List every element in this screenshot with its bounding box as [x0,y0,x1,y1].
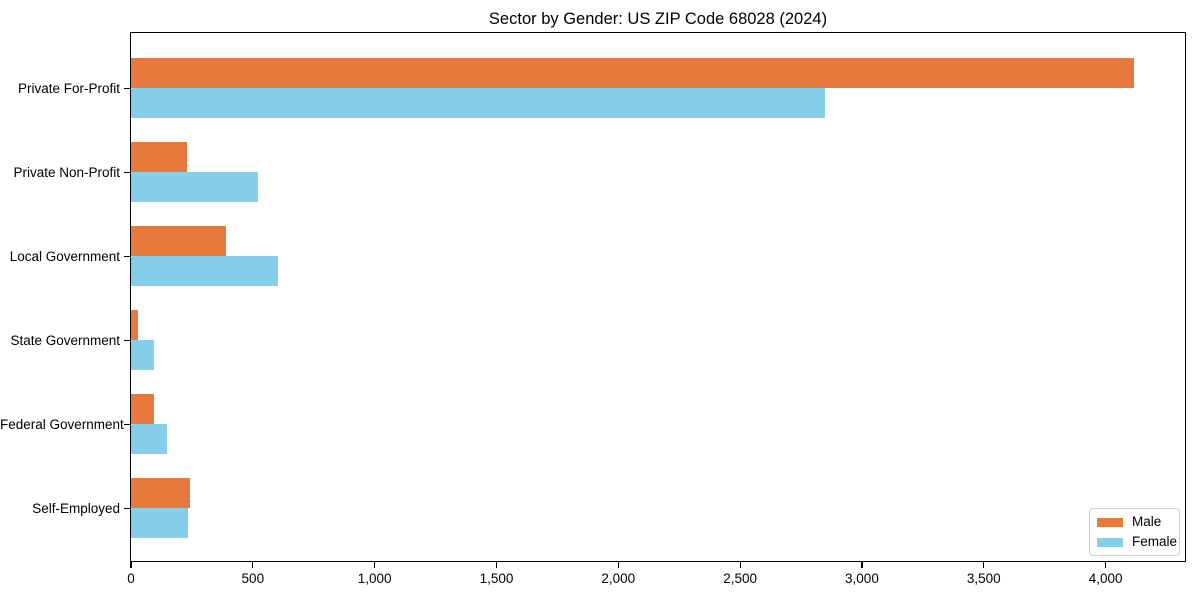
y-tick-label: Private Non-Profit [13,164,120,180]
y-axis-tick [124,172,130,174]
bar-male [130,142,187,173]
y-axis-tick [124,508,130,510]
x-tick-label: 500 [241,571,265,586]
x-tick-label: 1,500 [479,571,514,586]
x-tick-label: 3,000 [845,571,879,586]
y-tick-label: Local Government [9,248,120,264]
x-axis-tick [374,562,376,568]
x-axis-tick [739,562,741,568]
plot-area [130,32,1186,562]
y-axis-tick [124,88,130,90]
bar-female [130,88,825,119]
legend-label: Male [1132,514,1162,529]
y-axis-tick [124,340,130,342]
legend-entry-female: Female [1097,535,1177,549]
chart-title: Sector by Gender: US ZIP Code 68028 (202… [488,10,828,28]
x-tick-label: 2,500 [723,571,758,586]
x-axis-tick [1104,562,1107,568]
legend-entry-male: Male [1097,515,1171,529]
legend-label: Female [1132,534,1178,549]
y-axis-tick [124,424,130,426]
x-axis-tick [130,562,132,568]
bar-male [130,478,191,509]
legend-swatch-male [1097,517,1123,527]
y-tick-label: Self-Employed [32,500,120,516]
x-axis-tick [495,562,498,568]
x-axis-tick [252,562,254,568]
bar-male [130,226,226,257]
x-axis-tick [861,562,863,568]
bar-female [130,172,259,203]
bar-female [130,256,278,287]
x-tick-label: 4,000 [1088,571,1123,586]
y-tick-label: Federal Government [0,416,124,432]
x-tick-label: 0 [127,571,135,586]
bar-female [130,508,188,539]
x-tick-label: 2,000 [601,571,636,586]
legend: Male Female [1089,508,1180,556]
y-tick-label: Private For-Profit [17,80,120,96]
y-tick-label: State Government [10,332,120,348]
bar-male [130,394,154,425]
y-axis-tick [124,256,130,258]
bar-female [130,424,168,455]
bar-female [130,340,154,371]
bar-male [130,58,1135,89]
bar-male [130,310,138,341]
x-tick-label: 3,500 [966,571,1001,586]
x-axis-tick [617,562,619,568]
x-axis-tick [983,562,985,568]
legend-swatch-female [1097,537,1123,547]
x-tick-label: 1,000 [357,571,392,586]
